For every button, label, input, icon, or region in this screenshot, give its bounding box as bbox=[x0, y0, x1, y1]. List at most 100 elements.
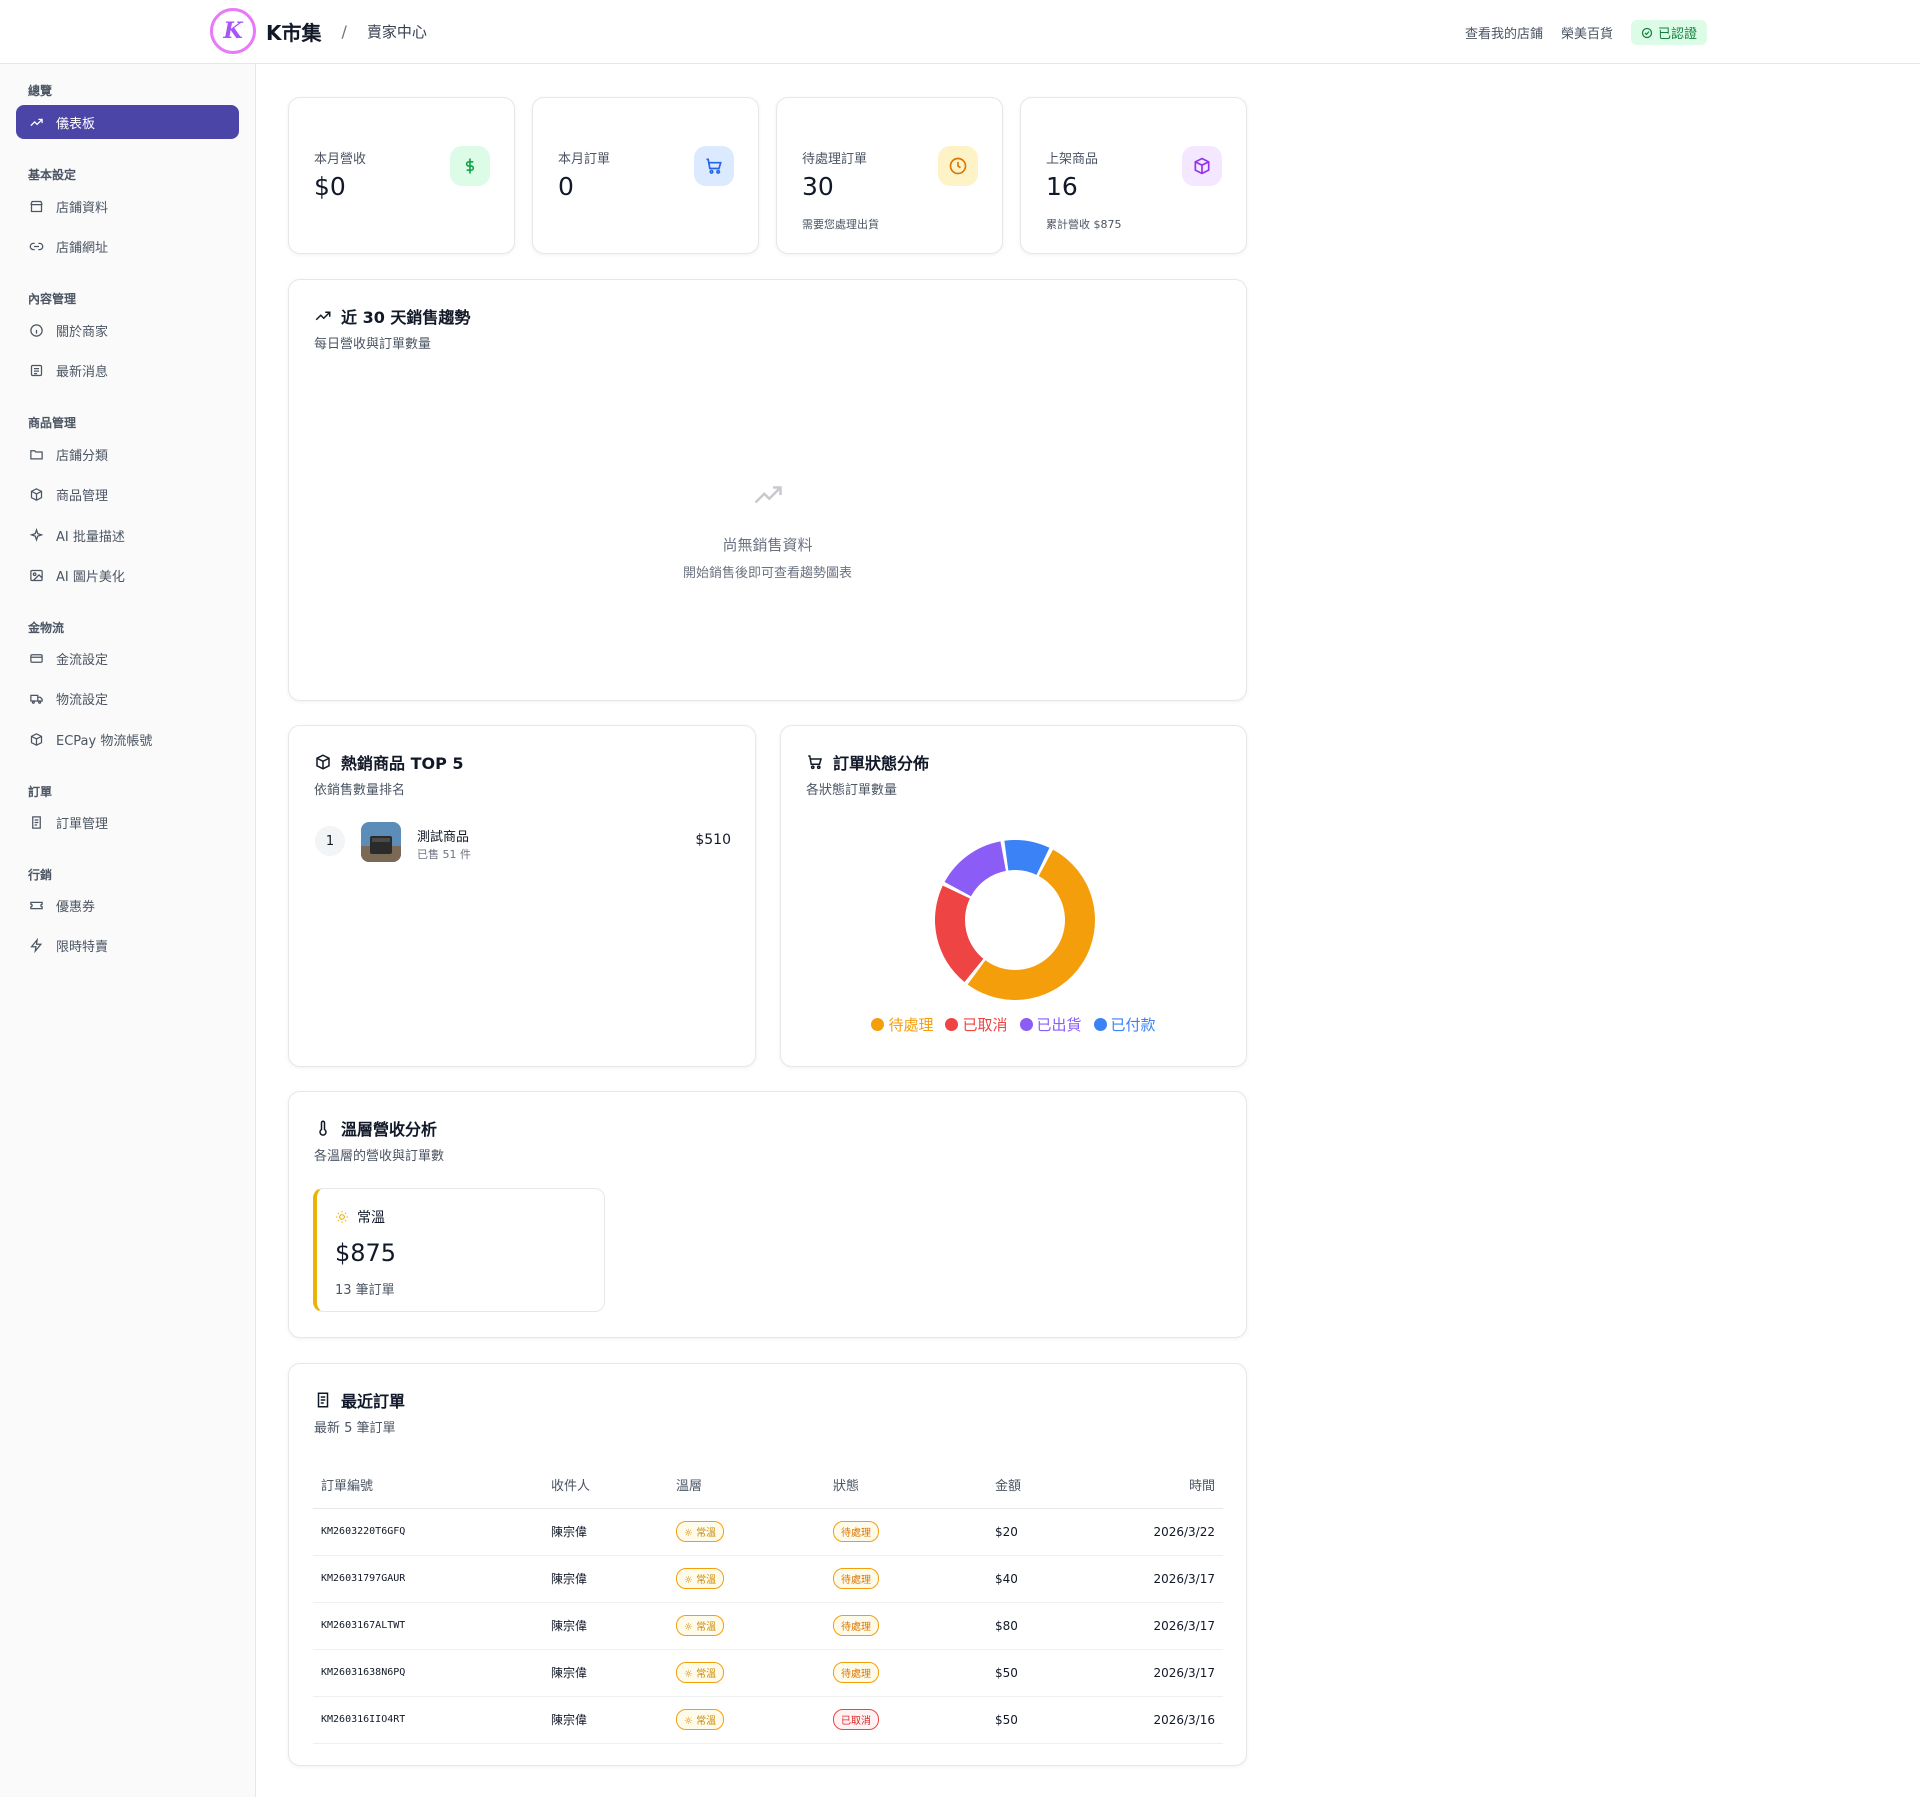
status-badge: 待處理 bbox=[833, 1568, 879, 1589]
sidebar-item-ai-image[interactable]: AI 圖片美化 bbox=[16, 558, 239, 592]
sidebar-item-coupons[interactable]: 優惠券 bbox=[16, 888, 239, 922]
temperature-badge: ☼ 常溫 bbox=[676, 1615, 725, 1636]
order-id[interactable]: KM2603167ALTWT bbox=[313, 1602, 543, 1650]
status-badge: 已取消 bbox=[833, 1709, 879, 1730]
temperature-zone-label: 常溫 bbox=[357, 1210, 385, 1226]
stat-value: 30 bbox=[802, 172, 834, 201]
temperature-badge-label: 常溫 bbox=[696, 1669, 717, 1680]
status-cell: 待處理 bbox=[825, 1649, 987, 1697]
donut-slice-2[interactable] bbox=[944, 841, 1006, 897]
brand[interactable]: K K市集 / 賣家中心 bbox=[210, 8, 427, 54]
legend-dot bbox=[945, 1018, 959, 1031]
sidebar-item-label: 訂單管理 bbox=[56, 816, 109, 832]
sidebar-item-about[interactable]: 關於商家 bbox=[16, 313, 239, 347]
sidebar-item-label: ECPay 物流帳號 bbox=[56, 733, 153, 749]
temperature-zone-amount: $875 bbox=[335, 1239, 397, 1267]
sidebar-item-label: 最新消息 bbox=[56, 364, 109, 380]
stat-value: $0 bbox=[314, 172, 346, 201]
top-products-title-text: 熱銷商品 TOP 5 bbox=[341, 754, 464, 773]
sidebar-item-label: 商品管理 bbox=[56, 488, 109, 504]
temperature-title: 溫層營收分析 bbox=[314, 1116, 437, 1140]
legend-item[interactable]: 已取消 bbox=[945, 1014, 1008, 1035]
temperature-cell: ☼ 常溫 bbox=[668, 1649, 825, 1697]
package-icon bbox=[1182, 146, 1222, 186]
legend-item[interactable]: 已付款 bbox=[1093, 1014, 1156, 1035]
package-icon bbox=[316, 754, 330, 770]
temperature-badge: ☼ 常溫 bbox=[676, 1521, 725, 1542]
recipient: 陳宗偉 bbox=[543, 1696, 668, 1744]
link-icon bbox=[28, 238, 44, 254]
order-id[interactable]: KM2603220T6GFQ bbox=[313, 1508, 543, 1556]
donut-slice-1[interactable] bbox=[935, 885, 984, 983]
table-row[interactable]: KM26031638N6PQ 陳宗偉 ☼ 常溫 待處理 $50 2026/3/17 bbox=[313, 1649, 1223, 1697]
donut-slice-3[interactable] bbox=[1004, 840, 1050, 875]
recipient: 陳宗偉 bbox=[543, 1649, 668, 1697]
donut-slice-0[interactable] bbox=[967, 849, 1095, 1000]
status-cell: 待處理 bbox=[825, 1555, 987, 1603]
order-status-title-text: 訂單狀態分佈 bbox=[833, 754, 930, 773]
order-id[interactable]: KM260316IIO4RT bbox=[313, 1696, 543, 1744]
stat-note: 累計營收 $875 bbox=[1046, 218, 1122, 231]
sidebar-item-news[interactable]: 最新消息 bbox=[16, 353, 239, 387]
sidebar-item-products[interactable]: 商品管理 bbox=[16, 477, 239, 511]
table-row[interactable]: KM260316IIO4RT 陳宗偉 ☼ 常溫 已取消 $50 2026/3/16 bbox=[313, 1696, 1223, 1744]
legend-item[interactable]: 已出貨 bbox=[1019, 1014, 1082, 1035]
sidebar-item-dashboard[interactable]: 儀表板 bbox=[16, 105, 239, 139]
thermometer-icon bbox=[319, 1120, 327, 1136]
section-overview: 總覽 bbox=[28, 84, 53, 98]
breadcrumb-separator: / bbox=[341, 21, 347, 41]
temperature-subtitle: 各溫層的營收與訂單數 bbox=[314, 1149, 445, 1164]
amount: $40 bbox=[987, 1555, 1082, 1603]
column-header: 溫層 bbox=[668, 1462, 825, 1509]
sidebar-item-label: 物流設定 bbox=[56, 692, 109, 708]
temperature-zone-box: 常溫 $875 13 筆訂單 bbox=[313, 1188, 605, 1312]
sidebar-item-payment[interactable]: 金流設定 bbox=[16, 641, 239, 675]
legend-dot bbox=[871, 1018, 885, 1031]
package-icon bbox=[28, 486, 44, 502]
view-store-link[interactable]: 查看我的店鋪 bbox=[1465, 27, 1544, 42]
legend-item[interactable]: 待處理 bbox=[871, 1014, 933, 1035]
order-id[interactable]: KM26031797GAUR bbox=[313, 1555, 543, 1603]
temperature-title-text: 溫層營收分析 bbox=[341, 1120, 438, 1139]
recent-orders-title: 最近訂單 bbox=[314, 1388, 405, 1412]
store-name-link[interactable]: 榮美百貨 bbox=[1561, 27, 1614, 42]
truck-icon bbox=[28, 690, 44, 706]
column-header: 狀態 bbox=[825, 1462, 987, 1509]
order-status-card: 訂單狀態分佈 各狀態訂單數量 待處理 已取消 已出貨 已付款 bbox=[780, 725, 1247, 1067]
table-row[interactable]: KM2603167ALTWT 陳宗偉 ☼ 常溫 待處理 $80 2026/3/17 bbox=[313, 1602, 1223, 1650]
section-orders: 訂單 bbox=[28, 785, 53, 799]
sidebar-item-store-info[interactable]: 店鋪資料 bbox=[16, 189, 239, 223]
sidebar-item-ai-desc[interactable]: AI 批量描述 bbox=[16, 518, 239, 552]
status-cell: 待處理 bbox=[825, 1602, 987, 1650]
recent-orders-subtitle: 最新 5 筆訂單 bbox=[314, 1421, 396, 1436]
order-id[interactable]: KM26031638N6PQ bbox=[313, 1649, 543, 1697]
trend-title-text: 近 30 天銷售趨勢 bbox=[341, 308, 471, 327]
trending-up-icon bbox=[315, 311, 331, 321]
sidebar-item-flash-sale[interactable]: 限時特賣 bbox=[16, 928, 239, 962]
sidebar-item-categories[interactable]: 店鋪分類 bbox=[16, 437, 239, 471]
stat-label: 本月營收 bbox=[314, 152, 367, 167]
table-row[interactable]: KM2603220T6GFQ 陳宗偉 ☼ 常溫 待處理 $20 2026/3/22 bbox=[313, 1508, 1223, 1556]
sidebar: 總覽 儀表板 基本設定 店鋪資料 店鋪網址 內容管理 關於商家 最新消息 商品管… bbox=[0, 64, 256, 1797]
amount: $80 bbox=[987, 1602, 1082, 1650]
clock-icon bbox=[938, 146, 978, 186]
sidebar-item-label: 優惠券 bbox=[56, 899, 96, 915]
stat-card-orders: 本月訂單 0 bbox=[532, 97, 759, 254]
sidebar-item-store-url[interactable]: 店鋪網址 bbox=[16, 229, 239, 263]
sidebar-item-label: 限時特賣 bbox=[56, 939, 109, 955]
sun-icon bbox=[336, 1211, 348, 1223]
legend-dot bbox=[1019, 1018, 1033, 1031]
stat-value: 0 bbox=[558, 172, 574, 201]
top-products-title: 熱銷商品 TOP 5 bbox=[314, 750, 464, 774]
sidebar-item-ecpay[interactable]: ECPay 物流帳號 bbox=[16, 722, 239, 756]
sidebar-item-logistics[interactable]: 物流設定 bbox=[16, 681, 239, 715]
stat-value: 16 bbox=[1046, 172, 1078, 201]
recipient: 陳宗偉 bbox=[543, 1602, 668, 1650]
legend-label: 已出貨 bbox=[1036, 1016, 1082, 1034]
top-products-subtitle: 依銷售數量排名 bbox=[314, 783, 406, 798]
table-row[interactable]: KM26031797GAUR 陳宗偉 ☼ 常溫 待處理 $40 2026/3/17 bbox=[313, 1555, 1223, 1603]
stat-label: 本月訂單 bbox=[558, 152, 611, 167]
sidebar-item-order-mgmt[interactable]: 訂單管理 bbox=[16, 805, 239, 839]
recipient: 陳宗偉 bbox=[543, 1555, 668, 1603]
chart-legend: 待處理 已取消 已出貨 已付款 bbox=[781, 1014, 1246, 1035]
